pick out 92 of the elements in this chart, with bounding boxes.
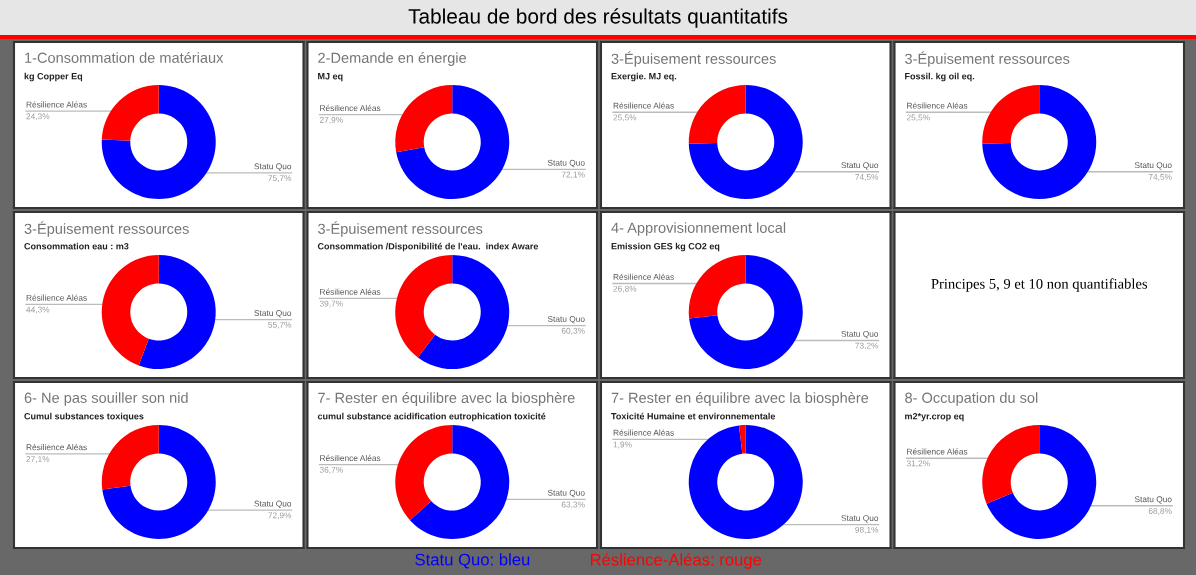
data-label: 75,7% [268,175,292,182]
donut-slice [689,255,803,369]
slice-label: Résilience Aléas [320,104,381,111]
slice-label: Statu Quo [547,159,585,168]
slice-label: Résilience Aléas [26,101,87,108]
chart-subtitle: m2*yr.crop eq [905,413,964,422]
slice-label: Statu Quo [254,310,292,318]
chart-title: 8- Occupation du sol [905,392,1038,406]
slice-label: Résilience Aléas [26,294,87,301]
slice-label: Résilience Aléas [613,429,674,436]
slice-label: Statu Quo [254,500,292,509]
donut-slice [409,425,510,539]
data-label: 27,9% [319,116,343,124]
slice-label: Statu Quo [254,163,292,171]
chart-title: 2-Demande en énergie [318,52,467,66]
donut-slice [982,85,1040,144]
data-label: 74,5% [855,174,879,181]
chart-subtitle: Fossil. kg oil eq. [905,72,975,82]
slice-label: Résilience Aléas [907,448,968,455]
slice-label: Résilience Aléas [320,288,381,295]
donut-slice [688,85,746,144]
chart-subtitle: Emission GES kg CO2 eq [611,242,720,252]
chart-subtitle: kg Copper Eq [24,72,83,82]
data-label: 24,3% [26,113,50,121]
slice-label: Résilience Aléas [613,273,674,280]
slice-label: Statu Quo [841,515,879,523]
data-label: 73,2% [855,342,879,350]
data-label: 25,5% [906,114,930,122]
data-label: 25,5% [613,114,637,122]
donut-slice [417,255,510,369]
data-label: 68,8% [1148,508,1172,515]
data-label: 27,1% [26,456,50,463]
donut-slice [688,255,746,319]
donut-slice [688,85,803,199]
text: Tableau de bord des résultats quantitatifs [408,8,788,28]
data-label: 72,1% [561,171,585,179]
slice-label: Statu Quo [1134,496,1172,504]
data-label: 31,2% [906,460,930,468]
text: Principes 5, 9 et 10 non quantifiables [931,278,1148,292]
chart-title: 3-Épuisement ressources [905,51,1070,67]
donut-slice [986,425,1097,539]
chart-title: 7- Rester en équilibre avec la biosphère [318,392,575,406]
donut-slice [395,255,453,358]
chart-title: 3-Épuisement ressources [611,51,776,67]
donut-slice [982,425,1040,504]
chart-subtitle: Toxicité Humaine et environnementale [611,412,776,420]
data-label: 98,1% [855,526,879,534]
text: Statu Quo: bleu [415,553,530,569]
chart-subtitle: MJ eq [318,73,343,82]
chart-subtitle: cumul substance acidification eutrophication toxicité [317,412,546,422]
donut-slice [395,85,453,153]
data-label: 74,5% [1148,174,1172,181]
data-label: 26,8% [613,285,637,293]
donut-slice [738,425,746,454]
slice-label: Résilience Aléas [613,102,674,109]
slice-label: Résilience Aléas [907,102,968,109]
donut-slice [688,425,803,539]
chart-subtitle: Exergie. MJ eq. [611,72,677,82]
chart-title: 3-Épuisement ressources [24,221,189,237]
donut-slice [395,425,453,521]
chart-subtitle: Consommation eau : m3 [24,242,129,250]
slice-label: Statu Quo [841,330,879,339]
donut-slice [396,85,510,199]
data-label: 36,7% [319,466,343,474]
chart-title: 4- Approvisionnement local [611,222,786,236]
data-label: 44,3% [26,306,50,314]
slice-label: Statu Quo [547,316,585,324]
text: Réslience-Aléas: rouge [590,553,762,569]
chart-title: 7- Rester en équilibre avec la biosphère [611,392,869,406]
slice-label: Statu Quo [841,162,879,170]
data-label: 63,3% [561,501,585,509]
donut-slice [101,425,159,490]
chart-title: 3-Épuisement ressources [318,221,483,237]
slice-label: Statu Quo [1134,162,1172,170]
chart-subtitle: Consommation /Disponibilité de l'eau. index Aware [317,242,539,252]
donut-slice [101,85,159,141]
data-label: 60,3% [561,327,585,335]
data-label: 1,9% [613,441,632,449]
donut-slice [101,255,159,366]
slice-label: Résilience Aléas [26,443,87,451]
chart-title: 1-Consommation de matériaux [25,52,224,63]
chart-subtitle: Cumul substances toxiques [24,412,144,422]
data-label: 39,7% [319,300,343,308]
donut-slice [982,85,1097,199]
donut-slice [101,85,216,199]
donut-slice [102,425,216,539]
slice-label: Résilience Aléas [320,454,381,462]
data-label: 55,7% [268,321,292,329]
donut-slice [138,255,216,369]
chart-title: 6- Ne pas souiller son nid [24,392,188,406]
data-label: 72,9% [268,512,292,520]
slice-label: Statu Quo [547,489,585,498]
